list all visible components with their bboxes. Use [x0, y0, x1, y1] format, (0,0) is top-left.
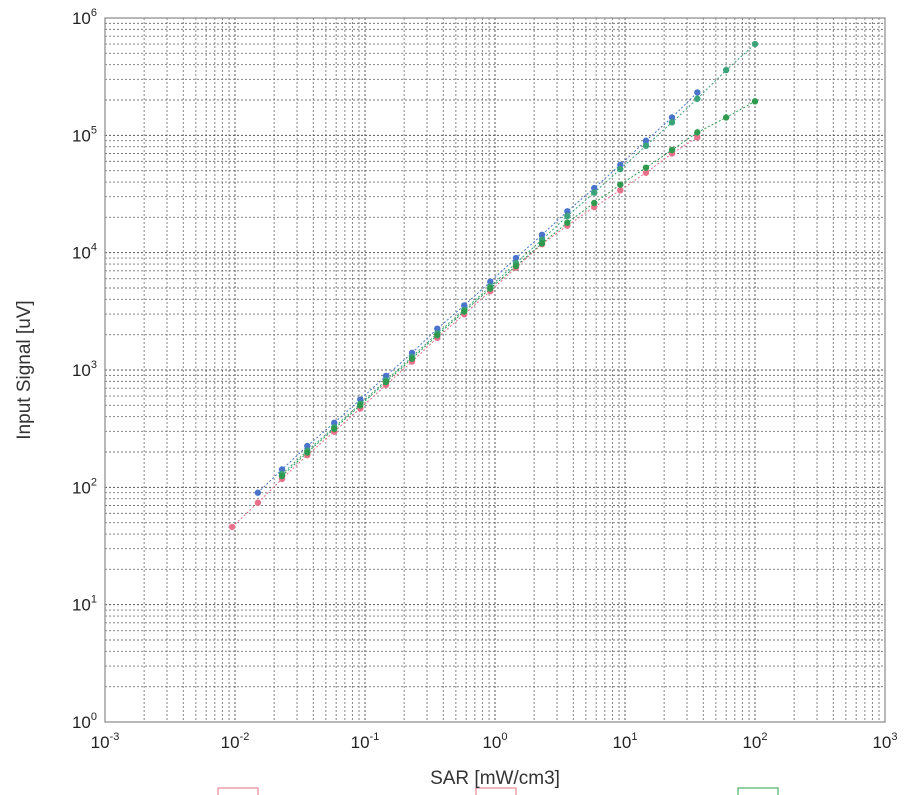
- y-tick-label: 102: [72, 476, 97, 497]
- data-point: [278, 472, 286, 480]
- data-point: [538, 231, 546, 238]
- legend-swatch: [475, 787, 517, 795]
- data-point: [304, 442, 311, 450]
- legend-swatch: [217, 787, 259, 795]
- legend-swatch: [737, 787, 779, 795]
- data-point: [487, 278, 494, 285]
- data-point: [694, 129, 701, 136]
- x-tick-label: 10-3: [91, 731, 120, 752]
- data-point: [382, 372, 390, 380]
- data-point: [512, 262, 520, 270]
- data-point: [617, 165, 624, 173]
- x-tick-label: 101: [612, 731, 637, 752]
- data-point: [642, 137, 650, 144]
- data-point: [382, 378, 390, 386]
- data-point: [331, 419, 338, 426]
- data-point: [617, 187, 624, 194]
- data-point: [254, 499, 262, 506]
- data-point: [591, 199, 598, 207]
- x-tick-label: 10-2: [221, 731, 250, 752]
- y-tick-label: 101: [72, 594, 97, 615]
- data-point: [538, 240, 546, 247]
- data-point: [668, 114, 676, 121]
- data-point: [434, 325, 441, 332]
- data-point: [254, 489, 262, 496]
- data-point: [642, 169, 650, 176]
- x-tick-label: 10-1: [351, 731, 380, 752]
- data-point: [564, 208, 571, 215]
- x-axis-title: SAR [mW/cm3]: [430, 768, 560, 789]
- x-axis-ticks: 10-3 10-2 10-1 100 101 102 103: [91, 731, 898, 752]
- y-tick-label: 100: [72, 711, 97, 732]
- data-point: [722, 114, 730, 121]
- y-tick-label: 103: [72, 359, 97, 380]
- grid: [104, 18, 885, 723]
- data-point: [751, 98, 759, 105]
- data-point: [591, 184, 598, 192]
- x-tick-label: 102: [742, 731, 767, 752]
- series-group: [228, 40, 759, 531]
- data-point: [278, 466, 286, 473]
- legend: [217, 787, 779, 795]
- data-point: [461, 308, 468, 315]
- y-tick-label: 104: [72, 242, 97, 263]
- data-point: [304, 449, 311, 456]
- x-tick-label: 100: [482, 731, 507, 752]
- data-point: [722, 66, 730, 74]
- data-point: [357, 402, 364, 409]
- data-point: [694, 134, 701, 141]
- plot-frame: [104, 17, 886, 723]
- series: [278, 98, 759, 480]
- data-point: [668, 146, 676, 154]
- data-point: [487, 285, 494, 292]
- data-point: [408, 355, 416, 362]
- y-tick-label: 105: [72, 124, 97, 145]
- data-point: [668, 119, 676, 126]
- data-point: [512, 254, 520, 262]
- data-point: [228, 523, 236, 531]
- data-point: [751, 40, 759, 48]
- data-point: [694, 89, 701, 96]
- y-axis-ticks: 100 101 102 103 104 105 106: [72, 7, 97, 732]
- data-point: [564, 212, 571, 220]
- series-line: [257, 92, 698, 494]
- data-point: [642, 142, 650, 149]
- y-tick-label: 106: [72, 7, 97, 28]
- data-point: [434, 331, 441, 339]
- data-point: [461, 302, 468, 309]
- data-point: [617, 181, 624, 188]
- y-axis-title: Input Signal [uV]: [14, 300, 35, 439]
- data-point: [694, 95, 701, 102]
- data-point: [642, 164, 650, 171]
- data-point: [331, 425, 338, 433]
- data-point: [591, 189, 598, 196]
- x-tick-label: 103: [872, 731, 897, 752]
- data-point: [564, 219, 571, 226]
